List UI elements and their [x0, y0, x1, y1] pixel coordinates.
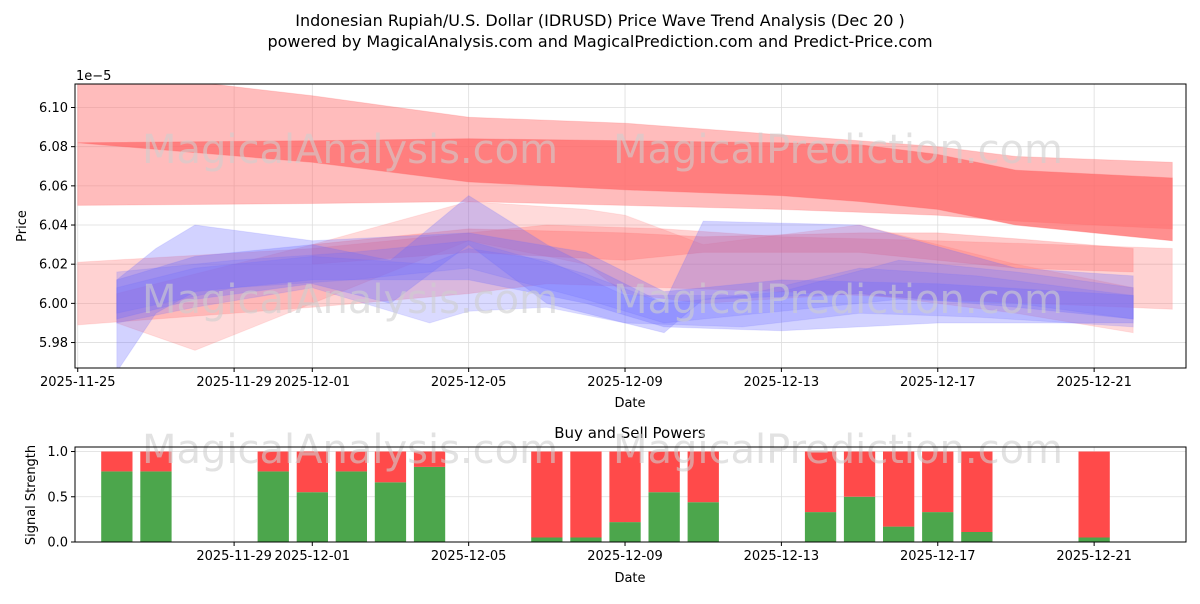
signal-x-ticks: 2025-11-29 2025-12-01 2025-12-05 2025-12-09… [196, 542, 1132, 564]
price-y-tick-label: 6.02 [39, 258, 68, 273]
price-x-tick-label: 2025-12-01 [275, 375, 351, 390]
buy-power-bar [922, 512, 954, 542]
signal-x-tick-label: 2025-12-21 [1056, 549, 1132, 564]
price-y-tick-label: 6.06 [39, 179, 68, 194]
watermark-prediction-mid: MagicalPrediction.com [613, 277, 1063, 323]
signal-y-tick-label: 0.0 [47, 536, 68, 551]
sell-power-bar [1078, 451, 1110, 538]
signal-x-axis-label: Date [614, 571, 645, 586]
signal-y-ticks: 0.0 0.5 1.0 [47, 445, 75, 551]
buy-power-bar [883, 526, 915, 542]
buy-power-bar [374, 482, 407, 542]
price-y-tick-label: 5.98 [39, 336, 68, 351]
buy-power-bar [609, 522, 641, 542]
buy-power-bar [804, 512, 837, 542]
price-y-axis-label: Price [15, 210, 30, 242]
sell-power-bar [335, 451, 367, 472]
buy-power-bar [413, 466, 446, 542]
price-wave-panel: MagicalAnalysis.com MagicalPrediction.co… [15, 69, 1187, 411]
price-x-tick-label: 2025-12-05 [431, 375, 507, 390]
signal-y-tick-label: 0.5 [47, 490, 68, 505]
buy-power-bar [1078, 537, 1110, 542]
blue-band-3 [116, 247, 1134, 328]
buy-power-bar [257, 471, 289, 542]
buy-power-bar [687, 502, 719, 542]
purple-band [311, 228, 1134, 273]
price-x-tick-label: 2025-11-25 [40, 375, 116, 390]
sell-power-bar [804, 451, 837, 513]
signal-x-tick-label: 2025-12-05 [431, 549, 507, 564]
y-offset-label: 1e−5 [76, 69, 111, 84]
signal-x-tick-label: 2025-12-13 [744, 549, 820, 564]
buy-power-bar [140, 471, 172, 542]
sell-power-bar [531, 451, 563, 538]
blue-band-1 [116, 224, 1134, 368]
sell-power-bar [922, 451, 954, 513]
sell-power-bar [296, 451, 328, 493]
chart-title-line2: powered by MagicalAnalysis.com and Magic… [267, 32, 932, 51]
buy-power-bar [648, 492, 680, 542]
buy-power-bar [335, 471, 367, 542]
price-x-tick-label: 2025-11-29 [196, 375, 272, 390]
watermark-analysis-top: MagicalAnalysis.com [142, 127, 558, 173]
price-wave-bands [77, 84, 1173, 368]
price-x-ticks: 2025-11-25 2025-11-29 2025-12-01 2025-12-05… [40, 368, 1132, 390]
signal-axes-frame [74, 446, 1187, 543]
signal-x-tick-label: 2025-12-09 [587, 549, 663, 564]
sell-power-bar [648, 451, 680, 493]
price-x-tick-label: 2025-12-13 [744, 375, 820, 390]
sell-power-bar [413, 451, 446, 467]
buy-sell-panel: Buy and Sell Powers MagicalAnalysis.com … [24, 424, 1187, 586]
sell-power-bar [609, 451, 641, 523]
price-y-tick-label: 6.08 [39, 140, 68, 155]
sell-power-bar [843, 451, 876, 497]
sell-power-bar [570, 451, 602, 538]
price-axes-frame [74, 83, 1187, 369]
price-y-tick-label: 6.10 [39, 101, 68, 116]
sell-power-bar [257, 451, 289, 472]
watermark-prediction-top: MagicalPrediction.com [613, 127, 1063, 173]
buy-sell-bars [101, 451, 1110, 542]
signal-y-tick-label: 1.0 [47, 445, 68, 460]
signal-x-tick-label: 2025-12-17 [900, 549, 976, 564]
chart-title-line1: Indonesian Rupiah/U.S. Dollar (IDRUSD) P… [295, 11, 905, 30]
signal-x-tick-label: 2025-12-01 [275, 549, 351, 564]
red-lower-band-1 [77, 224, 1173, 326]
buy-power-bar [843, 496, 876, 542]
price-x-tick-label: 2025-12-17 [900, 375, 976, 390]
watermark-analysis-mid: MagicalAnalysis.com [142, 277, 558, 323]
sell-power-bar [883, 451, 915, 527]
sell-power-bar [374, 451, 407, 483]
buy-power-bar [570, 537, 602, 542]
blue-band-4 [116, 240, 1134, 324]
buy-power-bar [961, 532, 993, 542]
buy-power-bar [101, 471, 133, 542]
price-y-tick-label: 6.00 [39, 297, 68, 312]
signal-x-tick-label: 2025-11-29 [196, 549, 272, 564]
price-x-axis-label: Date [614, 396, 645, 411]
sell-power-bar [140, 451, 172, 472]
sell-power-bar [961, 451, 993, 532]
buy-power-bar [296, 492, 328, 542]
watermark-prediction-bottom: MagicalPrediction.com [613, 427, 1063, 473]
price-x-tick-label: 2025-12-09 [587, 375, 663, 390]
price-x-tick-label: 2025-12-21 [1056, 375, 1132, 390]
red-main-band [77, 138, 1173, 242]
price-y-ticks: 5.98 6.00 6.02 6.04 6.06 6.08 6.10 [39, 101, 75, 351]
blue-band-2 [116, 194, 1134, 334]
buy-sell-title: Buy and Sell Powers [554, 424, 706, 442]
red-lower-band-2 [116, 200, 1134, 351]
watermark-analysis-bottom: MagicalAnalysis.com [142, 427, 558, 473]
sell-power-bar [101, 451, 133, 472]
price-y-tick-label: 6.04 [39, 219, 68, 234]
sell-power-bar [687, 451, 719, 503]
buy-power-bar [531, 537, 563, 542]
signal-y-axis-label: Signal Strength [24, 445, 39, 545]
